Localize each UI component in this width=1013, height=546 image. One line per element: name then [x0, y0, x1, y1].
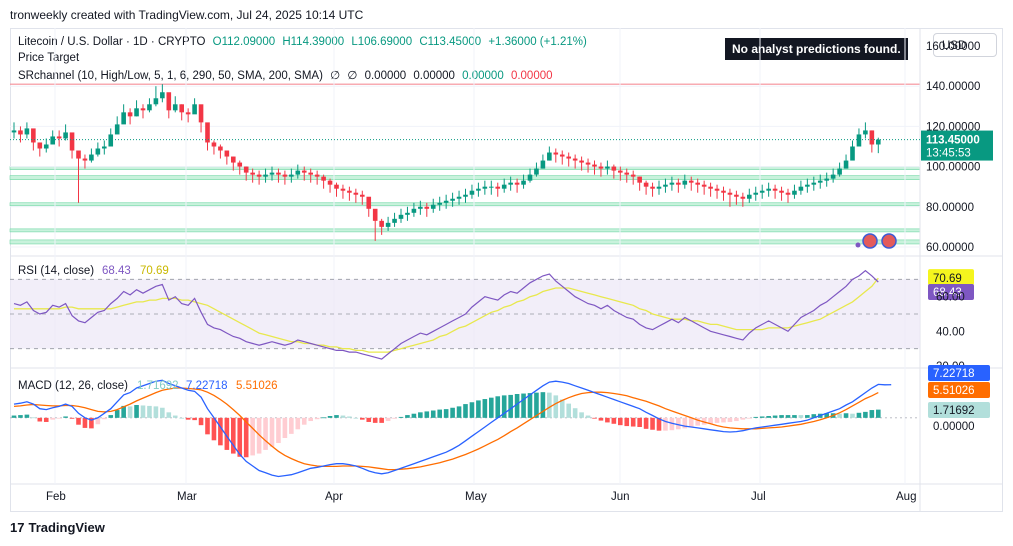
legend-open: O112.09000: [212, 36, 276, 48]
price-target-label[interactable]: Price Target: [18, 52, 80, 64]
srchannel-title: SRchannel (10, High/Low, 5, 1, 6, 290, 5…: [18, 70, 323, 82]
tradingview-logo: 17: [10, 520, 25, 535]
tradingview-wordmark: TradingView: [28, 520, 105, 535]
tradingview-brand: 17 TradingView: [10, 520, 105, 535]
sr-value-red: 0.00000: [510, 70, 553, 82]
attribution-text: tronweekly created with TradingView.com,…: [10, 8, 364, 22]
sr-value-4: 0.00000: [413, 70, 455, 82]
sr-value-1: ∅: [330, 70, 341, 82]
legend-close: C113.45000: [419, 36, 482, 48]
legend-low: L106.69000: [351, 36, 413, 48]
symbol-name[interactable]: Litecoin / U.S. Dollar · 1D · CRYPTO: [18, 36, 206, 48]
legend-change: +1.36000 (+1.21%): [488, 36, 587, 48]
currency-selector[interactable]: USD: [933, 33, 997, 57]
legend-high: H114.39000: [282, 36, 345, 48]
symbol-legend: Litecoin / U.S. Dollar · 1D · CRYPTO O11…: [18, 36, 591, 48]
chart-frame: [10, 28, 1003, 512]
sr-value-2: ∅: [347, 70, 358, 82]
analyst-predictions-badge: No analyst predictions found.: [725, 38, 908, 60]
sr-value-3: 0.00000: [364, 70, 407, 82]
srchannel-legend[interactable]: SRchannel (10, High/Low, 5, 1, 6, 290, 5…: [18, 68, 557, 82]
sr-value-green: 0.00000: [462, 70, 504, 82]
